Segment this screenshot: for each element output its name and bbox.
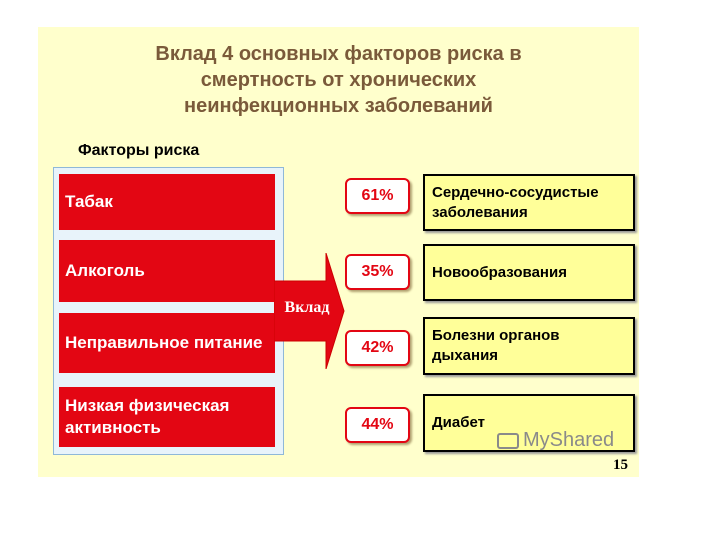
slide: Вклад 4 основных факторов риска в смертн… [38, 27, 639, 477]
contribution-arrow [274, 253, 345, 369]
factor-low-activity: Низкая физическая активность [59, 387, 275, 447]
watermark: MyShared [497, 429, 614, 452]
factor-alcohol: Алкоголь [59, 240, 275, 302]
factors-panel: Табак Алкоголь Неправильное питание Низк… [53, 167, 284, 455]
factors-label: Факторы риска [78, 142, 200, 159]
arrow-label: Вклад [284, 299, 330, 316]
slide-title: Вклад 4 основных факторов риска в смертн… [38, 41, 639, 119]
disease-diabetes: Диабет [423, 394, 635, 452]
percent-badge: 44% [345, 407, 410, 443]
percent-badge: 35% [345, 254, 410, 290]
myshared-logo-icon [497, 432, 519, 449]
watermark-text: MyShared [523, 429, 615, 451]
title-line: неинфекционных заболеваний [184, 95, 493, 117]
title-line: Вклад 4 основных факторов риска в [155, 43, 522, 65]
percent-badge: 61% [345, 178, 410, 214]
disease-respiratory: Болезни органов дыхания [423, 317, 635, 375]
page-number: 15 [613, 457, 628, 473]
percent-badge: 42% [345, 330, 410, 366]
factor-tobacco: Табак [59, 174, 275, 230]
factor-unhealthy-diet: Неправильное питание [59, 313, 275, 373]
disease-neoplasms: Новообразования [423, 244, 635, 301]
disease-cardiovascular: Сердечно-сосудистые заболевания [423, 174, 635, 231]
title-line: смертность от хронических [200, 69, 477, 91]
